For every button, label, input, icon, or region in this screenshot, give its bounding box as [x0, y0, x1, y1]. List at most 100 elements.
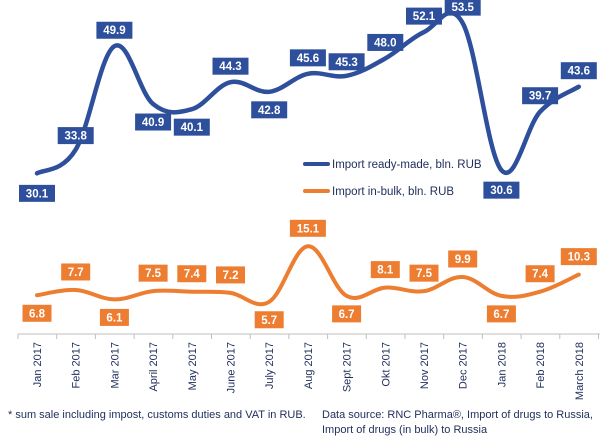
data-label: 6.7 — [332, 305, 362, 323]
data-label-box — [22, 304, 52, 322]
data-label-text: 6.1 — [106, 312, 123, 324]
data-label: 5.7 — [254, 311, 284, 329]
data-label-box — [61, 263, 91, 281]
data-label-box — [444, 0, 481, 16]
data-label-box — [289, 49, 326, 67]
footnote-source: Data source: RNC Pharma®, Import of drug… — [322, 409, 593, 436]
data-label-text: 45.6 — [297, 53, 319, 65]
data-label-box — [177, 265, 207, 283]
data-label-text: 5.7 — [261, 315, 277, 327]
data-label: 42.8 — [251, 101, 288, 119]
data-label: 43.6 — [560, 62, 597, 80]
data-label-text: 53.5 — [452, 2, 475, 14]
data-label: 48.0 — [367, 33, 404, 51]
data-label-box — [138, 264, 168, 282]
data-label-text: 15.1 — [297, 223, 320, 235]
data-label-text: 30.1 — [26, 188, 49, 200]
data-label-box — [19, 184, 55, 202]
data-label-box — [525, 265, 555, 283]
data-label-text: 39.7 — [529, 91, 551, 103]
x-tick-label: July 2017 — [264, 342, 276, 389]
series-lines — [34, 10, 582, 307]
data-label: 30.1 — [19, 184, 55, 202]
data-label-text: 44.3 — [219, 61, 241, 73]
data-label-text: 7.5 — [416, 268, 433, 280]
data-label-box — [367, 33, 404, 51]
data-label-box — [328, 53, 365, 71]
x-tick-label: Nov 2017 — [419, 342, 431, 389]
data-label-box — [96, 21, 133, 39]
data-label: 7.4 — [525, 265, 555, 283]
data-label: 53.5 — [444, 0, 481, 16]
legend: Import ready-made, bln. RUB Import in-bul… — [303, 159, 482, 198]
data-label: 45.6 — [289, 49, 326, 67]
x-tick-label: Aug 2017 — [303, 342, 315, 389]
data-label: 15.1 — [289, 219, 326, 237]
x-tick-label: Feb 2018 — [535, 342, 547, 388]
data-label-text: 30.6 — [490, 185, 512, 197]
series-line-1 — [34, 10, 582, 176]
data-labels: 30.1 33.8 49.9 40.9 40.1 44.3 42.8 45.6 45.3 48.0… — [19, 0, 597, 329]
data-label: 7.4 — [177, 265, 207, 283]
data-label-text: 42.8 — [258, 105, 281, 117]
data-label-text: 6.7 — [339, 309, 355, 321]
data-label-text: 45.3 — [335, 57, 357, 69]
data-label-box — [332, 305, 362, 323]
data-label: 30.6 — [483, 181, 520, 199]
x-tick-label: Okt 2017 — [380, 342, 392, 387]
x-tick-label: May 2017 — [187, 342, 199, 390]
data-label-box — [560, 248, 597, 266]
data-label-text: 6.8 — [29, 308, 46, 320]
data-label: 40.1 — [173, 118, 210, 136]
data-label: 52.1 — [406, 7, 442, 25]
data-label-text: 7.5 — [145, 268, 162, 280]
data-label-box — [289, 219, 326, 237]
data-label: 39.7 — [522, 87, 559, 105]
data-label-box — [135, 113, 172, 131]
data-label-text: 9.9 — [455, 254, 471, 266]
data-label: 7.2 — [216, 266, 245, 284]
x-tick-label: June 2017 — [226, 342, 238, 393]
data-label: 10.3 — [560, 248, 597, 266]
data-label-text: 6.7 — [493, 309, 509, 321]
data-label-text: 7.2 — [223, 270, 239, 282]
data-label: 44.3 — [212, 57, 249, 75]
x-tick-label: March 2018 — [574, 342, 586, 400]
data-label: 45.3 — [328, 53, 365, 71]
data-label: 49.9 — [96, 21, 133, 39]
data-label-text: 49.9 — [103, 25, 125, 37]
data-label-box — [406, 7, 442, 25]
data-label-text: 7.4 — [184, 269, 201, 281]
data-label-box — [370, 261, 400, 279]
data-label-text: 7.7 — [68, 267, 84, 279]
legend-label: Import in-bulk, bln. RUB — [332, 186, 454, 198]
data-label-text: 40.1 — [181, 122, 204, 134]
data-label: 7.7 — [61, 263, 91, 281]
data-label: 6.7 — [486, 305, 516, 323]
data-label-box — [251, 101, 288, 119]
data-label-box — [486, 305, 516, 323]
data-label-box — [216, 266, 245, 284]
x-tick-label: Dec 2017 — [458, 342, 470, 389]
data-label-text: 33.8 — [65, 131, 88, 143]
x-tick-label: Mar 2017 — [109, 342, 121, 388]
data-label-box — [212, 57, 249, 75]
data-label: 7.5 — [409, 264, 439, 282]
footnote-note: * sum sale including impost, customs dut… — [8, 409, 306, 421]
data-label-box — [99, 308, 129, 326]
data-label-text: 8.1 — [377, 265, 394, 277]
data-label-text: 7.4 — [532, 269, 549, 281]
data-label-text: 10.3 — [568, 252, 590, 264]
x-tick-label: Jan 2017 — [32, 342, 44, 387]
data-label-box — [173, 118, 210, 136]
x-tick-label: Feb 2017 — [71, 342, 83, 388]
data-label-box — [409, 264, 439, 282]
data-label-box — [57, 127, 94, 145]
data-label-box — [254, 311, 284, 329]
x-tick-label: Jan 2018 — [496, 342, 508, 387]
data-label-box — [448, 250, 478, 268]
legend-label: Import ready-made, bln. RUB — [332, 159, 482, 171]
x-tick-label: April 2017 — [148, 342, 160, 392]
data-label-text: 40.9 — [142, 117, 164, 129]
